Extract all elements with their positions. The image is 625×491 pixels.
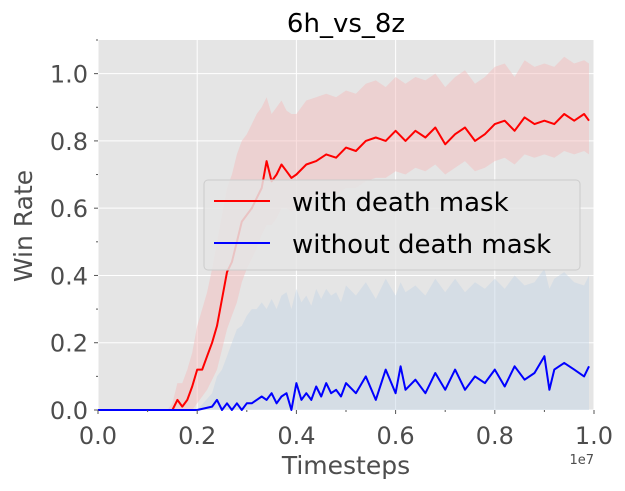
y-tick-label: 0.2 [50,330,88,358]
y-tick-label: 0.4 [50,262,88,290]
band-with-death-mask [98,56,589,411]
x-tick-label: 0.0 [79,422,117,450]
y-axis-label: Win Rate [9,170,38,282]
legend-box [203,179,581,271]
x-tick-label: 1.0 [575,422,613,450]
x-tick-label: 0.4 [277,422,315,450]
series-line-without-death-mask [98,355,590,411]
band-without-death-mask [98,268,589,410]
x-tick-label: 0.2 [178,422,216,450]
series-lines [98,113,590,411]
y-tick-label: 1.0 [50,61,88,89]
legend: with death mask without death mask [203,179,581,271]
legend-label-without-death-mask: without death mask [292,230,551,260]
confidence-bands [98,56,589,411]
legend-label-with-death-mask: with death mask [292,188,509,218]
x-tick-label: 0.8 [476,422,514,450]
series-line-with-death-mask [98,113,590,411]
y-tick-label: 0.6 [50,195,88,223]
chart-title: 6h_vs_8z [287,9,405,39]
x-axis-label: Timesteps [281,451,410,480]
x-tick-label: 0.6 [377,422,415,450]
y-tick-label: 0.0 [50,397,88,425]
y-tick-label: 0.8 [50,128,88,156]
ticks: 0.0 0.2 0.4 0.6 0.8 1.0 0.0 0.2 0.4 0.6 0.8 1.0 [50,39,613,450]
x-offset-label: 1e7 [569,453,594,468]
